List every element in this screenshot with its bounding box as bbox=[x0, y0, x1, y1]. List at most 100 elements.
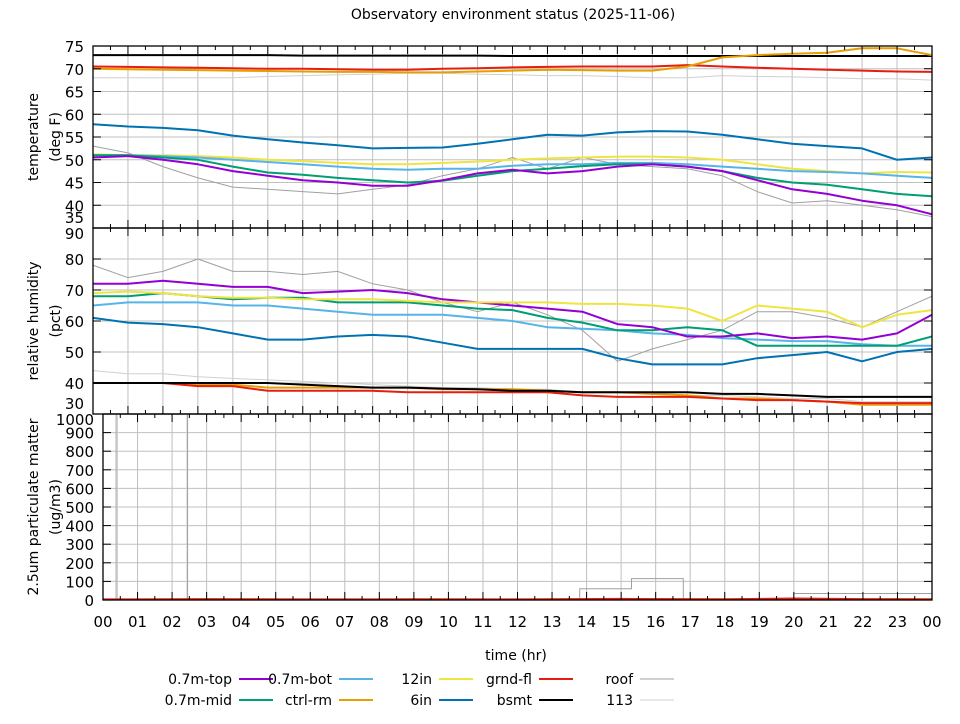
y-tick-label: 80 bbox=[65, 251, 84, 269]
series-line-6in bbox=[93, 123, 932, 161]
series-line-07m-top bbox=[93, 279, 932, 341]
series-line-bsmt bbox=[93, 54, 932, 57]
series-line-07m-mid bbox=[93, 292, 932, 347]
y-tick-label: 65 bbox=[65, 84, 84, 102]
y-axis-label: temperature bbox=[26, 93, 42, 181]
x-tick-label: 09 bbox=[404, 613, 423, 631]
y-tick-label: 300 bbox=[65, 536, 94, 554]
x-tick-label: 03 bbox=[197, 613, 216, 631]
y-axis-label: (deg F) bbox=[48, 112, 64, 162]
legend-item-roof: roof bbox=[605, 672, 674, 688]
series-line-12in bbox=[93, 290, 932, 329]
legend-label: ctrl-rm bbox=[285, 693, 332, 709]
series-line-07m-mid bbox=[93, 154, 932, 198]
legend-label: bsmt bbox=[497, 693, 533, 709]
x-tick-label: 01 bbox=[128, 613, 147, 631]
y-tick-label: 700 bbox=[65, 462, 94, 480]
legend-label: 0.7m-bot bbox=[268, 672, 332, 688]
x-axis-label: time (hr) bbox=[485, 648, 547, 664]
y-tick-label: 40 bbox=[65, 197, 84, 215]
y-tick-label: 500 bbox=[65, 499, 94, 517]
series-line-bsmt bbox=[93, 382, 932, 398]
legend-label: 12in bbox=[401, 672, 432, 688]
legend-item-07m-bot: 0.7m-bot bbox=[268, 672, 373, 688]
chart-title: Observatory environment status (2025-11-… bbox=[351, 7, 675, 23]
y-tick-label: 600 bbox=[65, 480, 94, 498]
series-line-07m-top bbox=[93, 155, 932, 216]
x-tick-label: 12 bbox=[508, 613, 527, 631]
x-tick-label: 02 bbox=[163, 613, 182, 631]
legend: 0.7m-top 0.7m-mid 0.7m-bot ctrl-rm 12in 6in gr… bbox=[165, 672, 674, 709]
y-tick-label: 30 bbox=[65, 395, 84, 413]
y-tick-label: 40 bbox=[65, 375, 84, 393]
x-tick-label: 22 bbox=[853, 613, 872, 631]
x-tick-label: 04 bbox=[232, 613, 251, 631]
x-tick-label: 18 bbox=[715, 613, 734, 631]
series-line-grnd-fl bbox=[93, 64, 932, 73]
y-tick-label: 400 bbox=[65, 518, 94, 536]
y-tick-label: 55 bbox=[65, 129, 84, 147]
y-tick-label: 70 bbox=[65, 61, 84, 79]
y-tick-label: 35 bbox=[65, 209, 84, 227]
y-axis-label: (ug/m3) bbox=[48, 479, 64, 535]
y-tick-label: 70 bbox=[65, 282, 84, 300]
y-tick-label: 900 bbox=[65, 425, 94, 443]
legend-label: 0.7m-top bbox=[168, 672, 232, 688]
legend-item-113: 113 bbox=[606, 693, 674, 709]
y-tick-label: 45 bbox=[65, 175, 84, 193]
x-tick-label: 11 bbox=[473, 613, 492, 631]
legend-item-07m-mid: 0.7m-mid bbox=[165, 693, 273, 709]
series-line-roof bbox=[93, 145, 932, 218]
y-tick-label: 75 bbox=[65, 38, 84, 56]
y-tick-label: 50 bbox=[65, 152, 84, 170]
legend-label: roof bbox=[605, 672, 634, 688]
x-tick-label: 20 bbox=[784, 613, 803, 631]
legend-label: 6in bbox=[410, 693, 432, 709]
x-tick-label: 19 bbox=[750, 613, 769, 631]
legend-item-bsmt: bsmt bbox=[497, 693, 573, 709]
y-axis-label: relative humidity bbox=[26, 261, 42, 380]
x-tick-label: 17 bbox=[681, 613, 700, 631]
y-axis-label: (pct) bbox=[48, 305, 64, 338]
series-line-grnd-fl bbox=[93, 382, 932, 405]
y-tick-label: 0 bbox=[84, 592, 94, 610]
y-tick-label: 50 bbox=[65, 344, 84, 362]
x-tick-label: 21 bbox=[819, 613, 838, 631]
legend-item-6in: 6in bbox=[410, 693, 473, 709]
y-tick-label: 800 bbox=[65, 443, 94, 461]
series-line-12in bbox=[93, 153, 932, 175]
x-tick-label: 15 bbox=[612, 613, 631, 631]
x-tick-label: 06 bbox=[301, 613, 320, 631]
y-tick-label: 200 bbox=[65, 555, 94, 573]
series-line-113 bbox=[93, 72, 932, 81]
legend-label: 113 bbox=[606, 693, 633, 709]
x-tick-label: 07 bbox=[335, 613, 354, 631]
legend-label: 0.7m-mid bbox=[165, 693, 232, 709]
x-tick-label: 00 bbox=[922, 613, 941, 631]
series-line-07m-bot bbox=[93, 301, 932, 347]
legend-item-07m-top: 0.7m-top bbox=[168, 672, 273, 688]
x-tick-label: 16 bbox=[646, 613, 665, 631]
x-tick-label: 14 bbox=[577, 613, 596, 631]
legend-item-ctrl-rm: ctrl-rm bbox=[285, 693, 373, 709]
x-tick-label: 10 bbox=[439, 613, 458, 631]
x-tick-label: 05 bbox=[266, 613, 285, 631]
x-tick-label: 00 bbox=[93, 613, 112, 631]
x-tick-label: 08 bbox=[370, 613, 389, 631]
y-tick-label: 100 bbox=[65, 573, 94, 591]
legend-item-12in: 12in bbox=[401, 672, 473, 688]
y-tick-label: 60 bbox=[65, 313, 84, 331]
y-tick-label: 1000 bbox=[56, 411, 94, 429]
y-tick-label: 60 bbox=[65, 106, 84, 124]
legend-item-grnd-fl: grnd-fl bbox=[486, 672, 573, 688]
legend-label: grnd-fl bbox=[486, 672, 532, 688]
y-tick-label: 90 bbox=[65, 225, 84, 243]
x-tick-label: 23 bbox=[888, 613, 907, 631]
x-tick-label: 13 bbox=[542, 613, 561, 631]
series-line-07m-bot bbox=[93, 154, 932, 179]
y-axis-label: 2.5um particulate matter bbox=[26, 418, 42, 595]
series-line-6in bbox=[93, 316, 932, 366]
